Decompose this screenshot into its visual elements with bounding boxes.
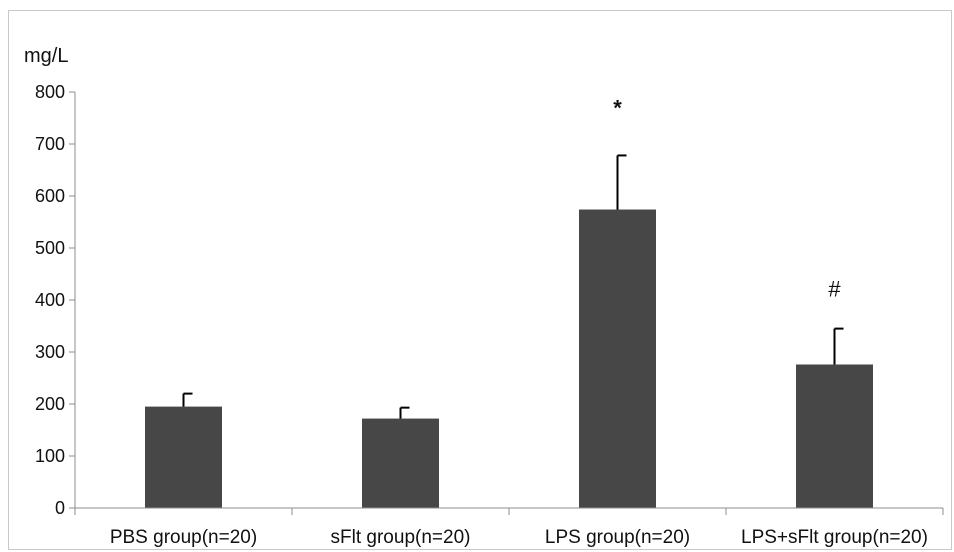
significance-marker: *: [613, 95, 622, 120]
x-category-label: LPS group(n=20): [545, 527, 690, 548]
x-category-label: LPS+sFlt group(n=20): [741, 527, 928, 548]
y-tick-label: 0: [55, 498, 65, 518]
y-axis: 0 100 200 300 400 500 600 700 800: [35, 82, 76, 518]
bar: [796, 364, 873, 508]
x-category-label: sFlt group(n=20): [331, 527, 471, 548]
y-tick-label: 600: [35, 186, 65, 206]
x-axis: PBS group(n=20) sFlt group(n=20) LPS group…: [74, 507, 944, 548]
y-tick-label: 500: [35, 238, 65, 258]
bars-group: *#: [145, 95, 873, 508]
bar: [145, 406, 222, 508]
bar: [579, 209, 656, 508]
y-tick-label: 300: [35, 342, 65, 362]
y-tick-label: 100: [35, 446, 65, 466]
y-axis-unit-label: mg/L: [24, 45, 68, 67]
y-tick-label: 400: [35, 290, 65, 310]
y-tick-label: 200: [35, 394, 65, 414]
y-tick-label: 700: [35, 134, 65, 154]
bar: [362, 418, 439, 508]
significance-marker: #: [828, 277, 841, 302]
y-tick-label: 800: [35, 82, 65, 102]
x-category-label: PBS group(n=20): [110, 527, 257, 548]
